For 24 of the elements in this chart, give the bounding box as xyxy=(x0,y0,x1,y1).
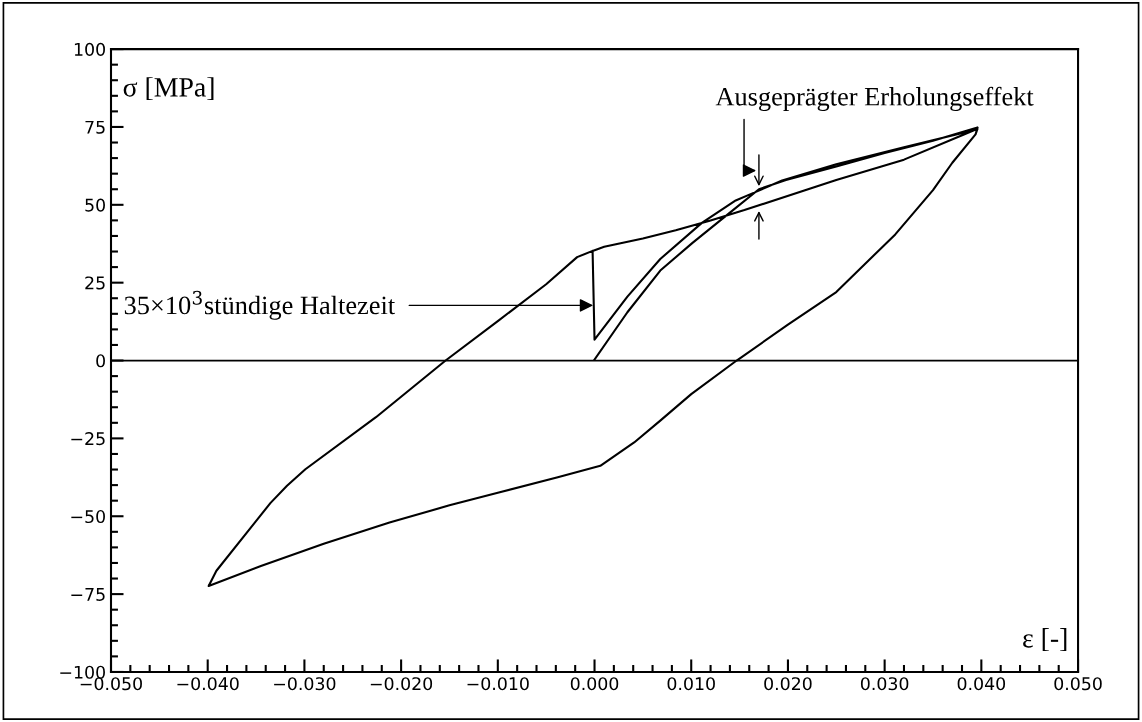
y-tick-label: −25 xyxy=(71,432,105,446)
annotation: Ausgeprägter Erholungseffekt xyxy=(715,86,1034,112)
x-tick-label: 0.020 xyxy=(764,677,812,691)
y-tick-label: −75 xyxy=(71,588,105,601)
y-tick-label: −50 xyxy=(71,509,105,524)
x-tick-label: −0.010 xyxy=(467,677,529,691)
y-tick-label: 0 xyxy=(96,354,105,368)
x-tick-label: 0.050 xyxy=(1054,677,1102,691)
x-tick-label: 0.000 xyxy=(570,677,619,691)
x-tick-label: 0.010 xyxy=(667,677,715,691)
y-tick-label: 25 xyxy=(85,276,105,290)
x-tick-label: 0.030 xyxy=(860,677,909,691)
x-tick-label: −0.030 xyxy=(274,677,336,691)
y-axis-title: σ [MPa] xyxy=(123,77,214,101)
y-tick-label: 50 xyxy=(85,198,105,212)
y-tick-label: 75 xyxy=(85,120,105,134)
y-tick-label: 100 xyxy=(74,42,105,56)
x-tick-label: −0.050 xyxy=(80,677,142,691)
x-tick-label: 0.040 xyxy=(957,677,1006,691)
y-tick-label: −100 xyxy=(60,665,105,679)
annotation: 35×10$^{3}$stündige Haltezeit xyxy=(124,290,396,320)
x-tick-label: −0.020 xyxy=(370,677,433,691)
x-tick-label: −0.040 xyxy=(177,677,239,691)
x-axis-title: ε [-] xyxy=(1023,628,1067,652)
